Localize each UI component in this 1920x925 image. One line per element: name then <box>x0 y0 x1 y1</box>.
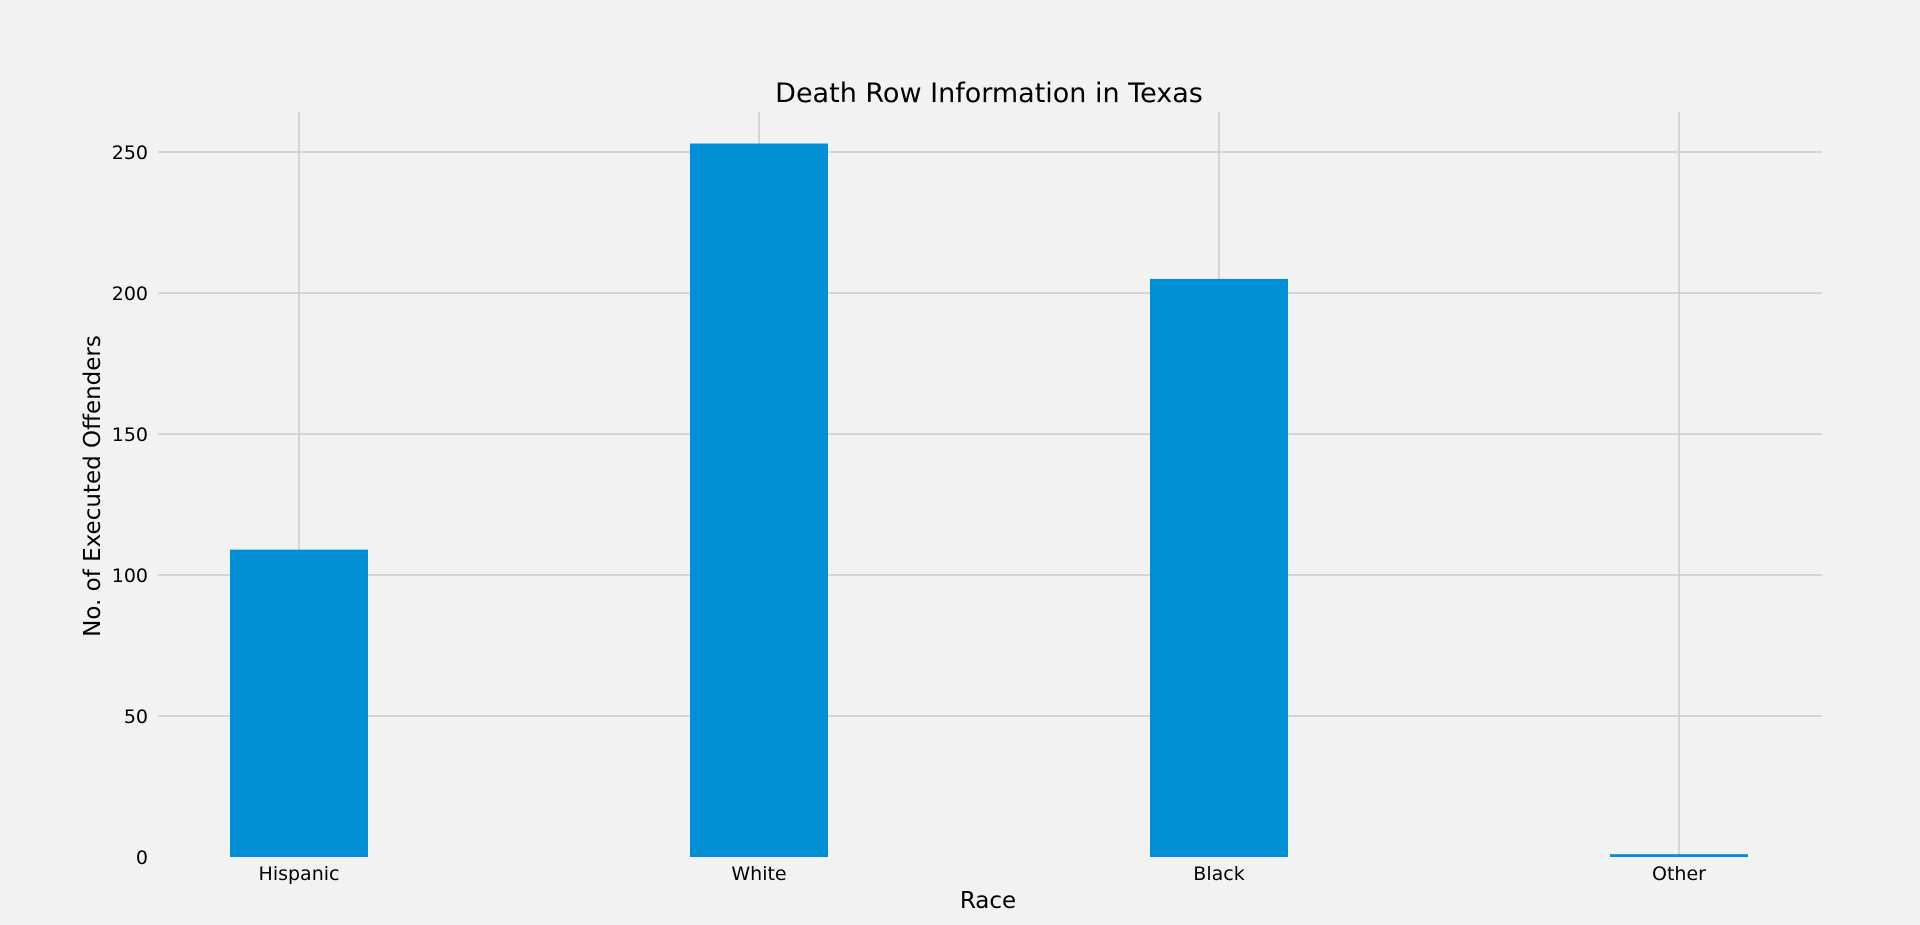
x-axis-label: Race <box>960 888 1016 914</box>
y-tick-label: 200 <box>112 283 148 305</box>
bar-white <box>690 143 828 858</box>
chart-title: Death Row Information in Texas <box>775 78 1203 109</box>
y-axis-label: No. of Executed Offenders <box>80 335 106 637</box>
y-tick-label: 0 <box>136 847 148 869</box>
bar-hispanic <box>230 549 368 857</box>
x-tick-label: Other <box>1652 863 1706 885</box>
y-tick-label: 50 <box>124 706 148 728</box>
y-tick-label: 100 <box>112 565 148 587</box>
bars-layer <box>230 143 1748 858</box>
y-tick-label: 250 <box>112 142 148 164</box>
ticks-layer: 0 50 100 150 200 250 Hispanic White Black Other <box>112 142 1706 885</box>
bar-black <box>1150 278 1288 857</box>
x-tick-label: White <box>731 863 786 885</box>
x-tick-label: Black <box>1193 863 1244 885</box>
x-tick-label: Hispanic <box>259 863 340 885</box>
y-tick-label: 150 <box>112 424 148 446</box>
bar-other <box>1610 854 1748 857</box>
grid-layer <box>158 112 1822 857</box>
